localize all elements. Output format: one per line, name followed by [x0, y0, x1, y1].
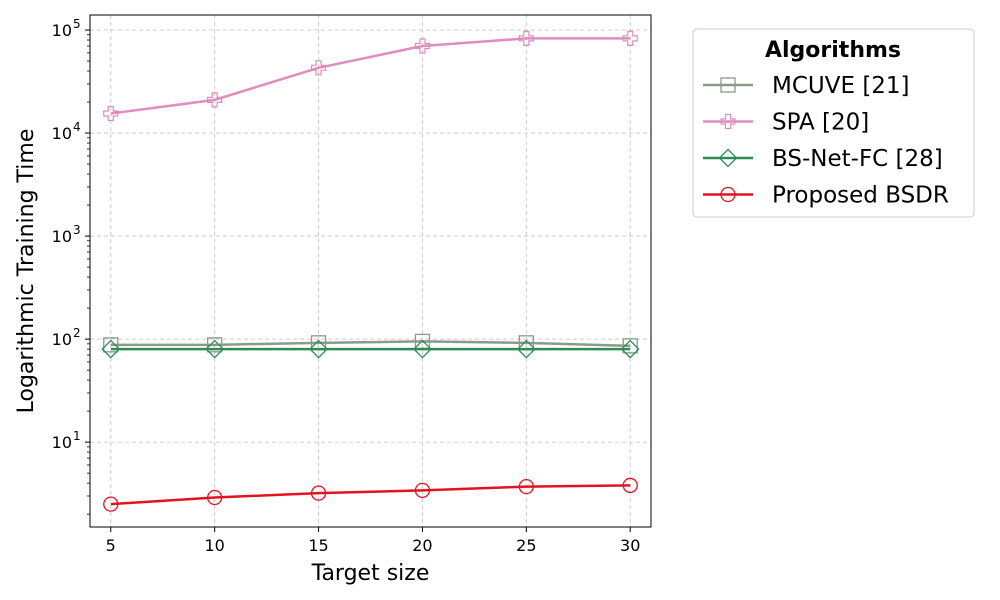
- diamond-marker: [413, 339, 432, 359]
- legend-item: MCUVE [21]: [703, 73, 910, 99]
- series-line: [110, 37, 631, 115]
- y-tick-label: 10: [52, 124, 72, 143]
- grid: [90, 15, 651, 527]
- diamond-marker: [620, 339, 640, 359]
- legend-items: MCUVE [21] SPA [20] BS-Net-FC [28] Proposed…: [703, 73, 949, 209]
- legend-item: BS-Net-FC [28]: [703, 146, 943, 172]
- plus-marker: [720, 113, 736, 130]
- diamond-marker: [101, 339, 121, 359]
- plus-marker: [518, 30, 534, 46]
- diamond-marker: [205, 339, 225, 359]
- y-tick-label: 10: [52, 330, 72, 349]
- x-tick-label: 20: [412, 536, 432, 555]
- y-tick-exponent: 4: [73, 120, 81, 134]
- x-tick-label: 15: [308, 536, 328, 555]
- y-tick-label: 10: [52, 227, 72, 246]
- legend-box: [692, 28, 975, 218]
- legend-label: MCUVE [21]: [772, 73, 910, 99]
- circle-marker: [622, 477, 638, 494]
- diamond-marker: [309, 339, 328, 359]
- legend-title: Algorithms: [765, 38, 901, 63]
- x-tick-label: 5: [106, 536, 116, 555]
- plot-frame: [89, 14, 652, 528]
- y-tick-exponent: 5: [73, 17, 81, 31]
- series-diamond: [101, 339, 640, 359]
- circle-marker: [310, 485, 327, 501]
- x-axis-title: Target size: [311, 561, 430, 586]
- square-marker: [103, 337, 119, 353]
- square-marker: [622, 338, 638, 354]
- series-line: [110, 484, 631, 506]
- series-circle: [103, 477, 638, 512]
- y-tick-exponent: 2: [73, 326, 81, 340]
- legend: Algorithms MCUVE [21] SPA [20] BS-Net-FC […: [692, 28, 975, 218]
- circle-marker: [720, 186, 736, 203]
- plus-marker: [622, 30, 638, 46]
- y-axis-title: Logarithmic Training Time: [14, 129, 39, 414]
- series-plus: [103, 30, 638, 122]
- x-tick-label: 10: [204, 536, 224, 555]
- series-line: [110, 340, 631, 348]
- y-tick-exponent: 1: [73, 429, 81, 443]
- y-tick-exponent: 3: [73, 223, 81, 237]
- legend-item: Proposed BSDR: [703, 183, 949, 209]
- circle-marker: [207, 489, 223, 506]
- plus-marker: [103, 105, 119, 122]
- square-marker: [720, 77, 736, 93]
- y-tick-label: 10: [52, 433, 72, 452]
- legend-item: SPA [20]: [703, 110, 869, 136]
- square-marker: [207, 337, 223, 353]
- diamond-marker: [718, 148, 738, 168]
- x-axis-ticks: 5 10 15 20 25 30: [106, 527, 640, 555]
- plus-marker: [207, 92, 223, 108]
- legend-label: Proposed BSDR: [772, 183, 949, 209]
- x-tick-label: 25: [516, 536, 536, 555]
- plus-marker: [414, 38, 431, 54]
- legend-label: BS-Net-FC [28]: [772, 146, 943, 172]
- circle-marker: [103, 496, 119, 512]
- diamond-marker: [516, 339, 536, 359]
- x-tick-label: 30: [620, 536, 640, 555]
- legend-label: SPA [20]: [772, 110, 869, 136]
- y-tick-label: 10: [52, 21, 72, 40]
- circle-marker: [518, 478, 534, 495]
- circle-marker: [414, 482, 431, 499]
- series-layer: [101, 30, 640, 512]
- plus-marker: [310, 60, 327, 76]
